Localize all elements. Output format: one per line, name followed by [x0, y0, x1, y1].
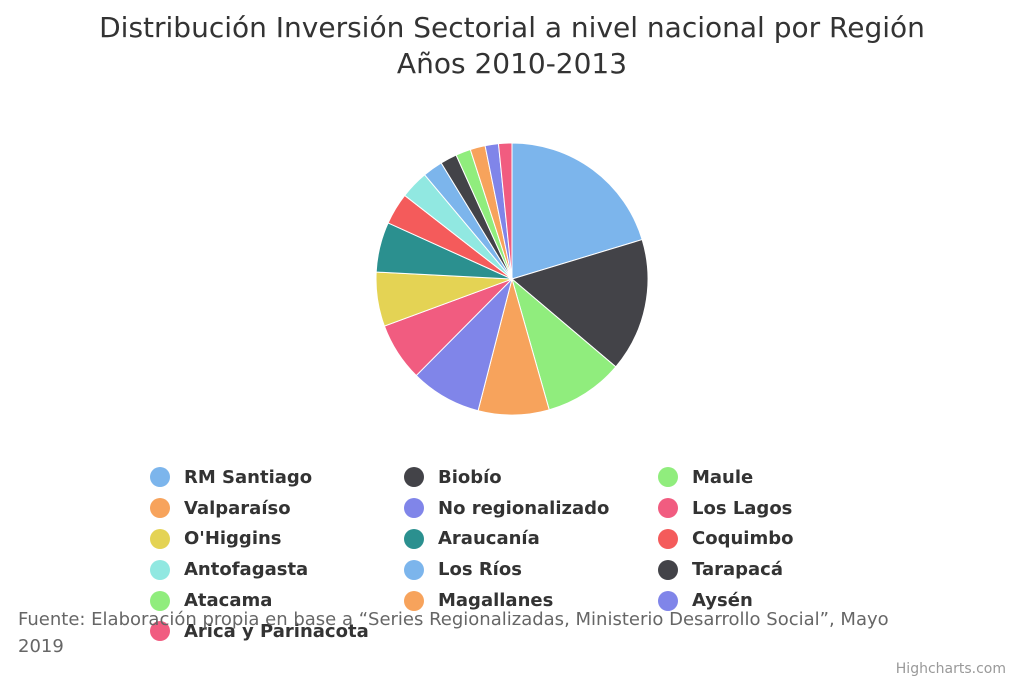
- legend-item-label: Magallanes: [438, 590, 554, 612]
- legend-item[interactable]: Biobío: [404, 462, 658, 493]
- legend-item[interactable]: Los Ríos: [404, 554, 658, 585]
- legend-symbol-icon: [404, 590, 424, 611]
- legend-item[interactable]: Araucanía: [404, 524, 658, 555]
- legend-item-label: RM Santiago: [184, 466, 313, 488]
- legend-symbol-icon: [658, 590, 678, 611]
- chart-subtitle-text: Años 2010-2013: [396, 47, 628, 80]
- legend-symbol-icon: [150, 467, 170, 488]
- chart-title-text: Distribución Inversión Sectorial a nivel…: [99, 11, 925, 44]
- legend-item-label: Maule: [692, 466, 754, 488]
- legend-symbol-icon: [150, 559, 170, 580]
- legend-item-label: Atacama: [184, 590, 273, 612]
- legend-item[interactable]: Magallanes: [404, 585, 658, 616]
- legend-symbol-icon: [150, 528, 170, 549]
- legend-item[interactable]: O'Higgins: [150, 524, 404, 555]
- legend-item-label: Coquimbo: [692, 528, 794, 550]
- legend-symbol-icon: [658, 559, 678, 580]
- legend-item[interactable]: Tarapacá: [658, 554, 910, 585]
- legend-symbol-icon: [404, 498, 424, 519]
- legend-item-label: Arica y Parinacota: [184, 620, 369, 642]
- legend-item-label: Araucanía: [438, 528, 540, 550]
- legend-symbol-icon: [404, 559, 424, 580]
- legend-item-label: Aysén: [692, 590, 753, 612]
- pie-slice-2[interactable]: [511, 277, 617, 411]
- legend-item[interactable]: Aysén: [658, 585, 910, 616]
- legend-item[interactable]: Coquimbo: [658, 524, 910, 555]
- legend-item-label: Antofagasta: [184, 559, 309, 581]
- chart-title: Distribución Inversión Sectorial a nivel…: [0, 10, 1024, 82]
- legend-symbol-icon: [150, 590, 170, 611]
- legend-symbol-icon: [404, 467, 424, 488]
- chart-caption: Fuente: Elaboración propia en base a “Se…: [18, 609, 889, 657]
- legend-item-label: Tarapacá: [692, 559, 783, 581]
- legend-item[interactable]: Los Lagos: [658, 493, 910, 524]
- legend-item-label: Los Lagos: [692, 497, 793, 519]
- legend-item[interactable]: No regionalizado: [404, 493, 658, 524]
- pie-slices-group: [375, 142, 649, 416]
- legend-item-label: Biobío: [438, 466, 502, 488]
- legend-symbol-icon: [150, 621, 170, 642]
- legend-symbol-icon: [658, 528, 678, 549]
- legend-symbol-icon: [404, 528, 424, 549]
- legend-symbol-icon: [658, 498, 678, 519]
- legend-item[interactable]: Maule: [658, 462, 910, 493]
- legend-item[interactable]: Antofagasta: [150, 554, 404, 585]
- legend: RM Santiago Biobío Maule Valparaíso No regio…: [150, 462, 910, 647]
- legend-item[interactable]: RM Santiago: [150, 462, 404, 493]
- credits-link[interactable]: Highcharts.com: [895, 661, 1006, 677]
- pie-slice-0[interactable]: [511, 142, 643, 280]
- legend-symbol-icon: [658, 467, 678, 488]
- legend-item[interactable]: Atacama: [150, 585, 404, 616]
- legend-item-label: No regionalizado: [438, 497, 610, 519]
- pie-slice-1[interactable]: [510, 238, 649, 368]
- legend-item[interactable]: Valparaíso: [150, 493, 404, 524]
- legend-symbol-icon: [150, 498, 170, 519]
- legend-item-label: Los Ríos: [438, 559, 522, 581]
- legend-item[interactable]: Arica y Parinacota: [150, 616, 404, 647]
- legend-item-label: O'Higgins: [184, 528, 282, 550]
- legend-item-label: Valparaíso: [184, 497, 291, 519]
- pie-slice-15[interactable]: [497, 142, 513, 280]
